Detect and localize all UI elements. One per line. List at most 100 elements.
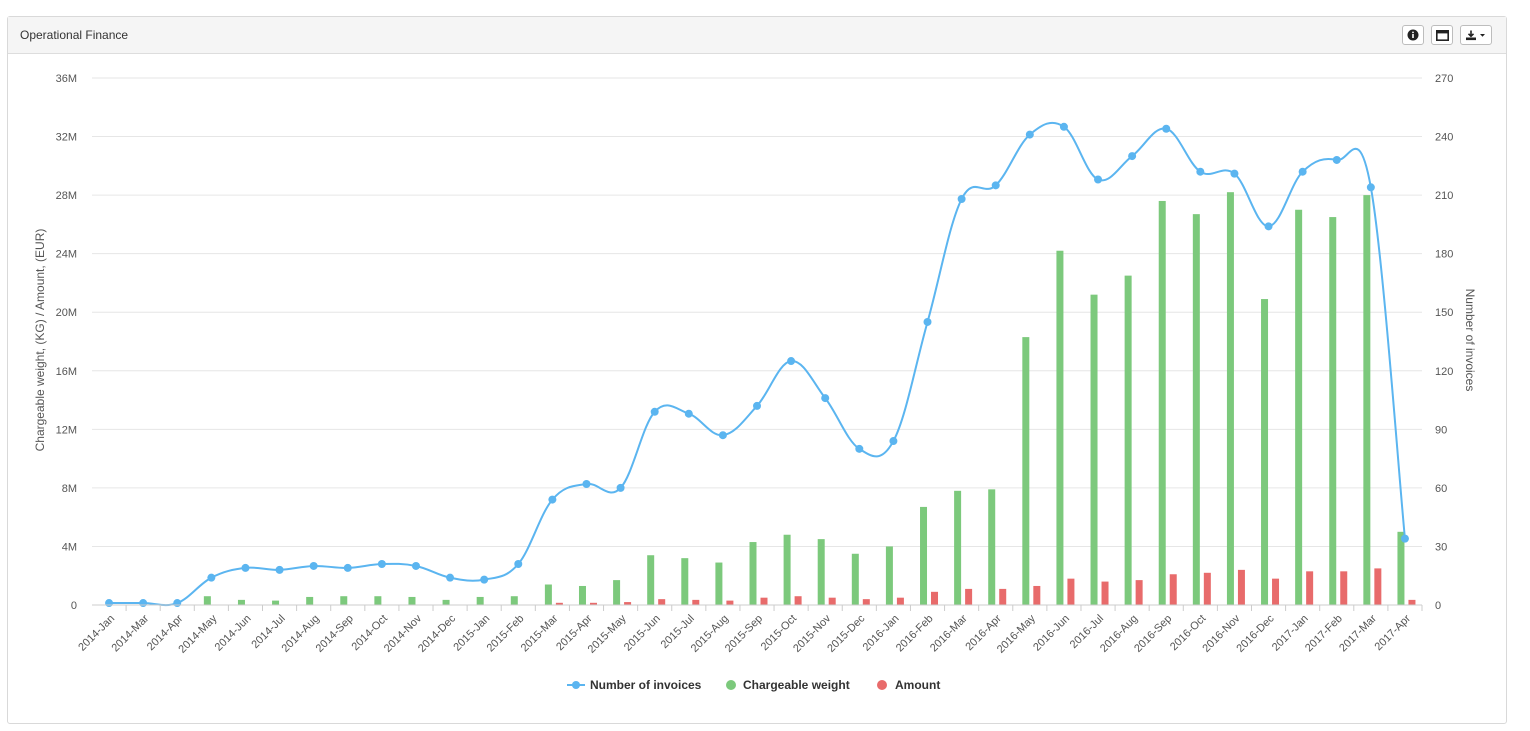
bar-chargeable-weight — [885, 546, 893, 605]
bar-amount — [1203, 572, 1211, 605]
legend: Number of invoices Chargeable weight Amo… — [567, 678, 940, 692]
fullscreen-button[interactable] — [1431, 25, 1453, 45]
legend-marker-invoices — [572, 681, 580, 689]
bar-chargeable-weight — [647, 555, 655, 605]
bar-chargeable-weight — [1261, 299, 1269, 605]
bar-chargeable-weight — [783, 534, 791, 605]
legend-item-invoices[interactable]: Number of invoices — [567, 678, 702, 692]
info-icon — [1407, 29, 1419, 41]
legend-label-invoices: Number of invoices — [590, 678, 702, 692]
legend-item-weight[interactable]: Chargeable weight — [726, 678, 850, 692]
bar-chargeable-weight — [306, 596, 314, 605]
y2-tick-label: 120 — [1435, 366, 1453, 378]
bar-chargeable-weight — [1022, 337, 1030, 605]
bar-chargeable-weight — [749, 542, 757, 605]
bar-chargeable-weight — [1192, 214, 1200, 605]
point-number-of-invoices — [991, 181, 1000, 190]
operational-finance-panel: Operational Finance — [7, 16, 1507, 724]
point-number-of-invoices — [1025, 130, 1034, 139]
point-number-of-invoices — [241, 563, 250, 572]
point-number-of-invoices — [173, 599, 182, 608]
bar-chargeable-weight — [920, 506, 928, 605]
point-number-of-invoices — [821, 394, 830, 403]
bar-chargeable-weight — [1158, 200, 1166, 605]
bar-chargeable-weight — [988, 489, 996, 605]
point-number-of-invoices — [684, 409, 693, 418]
y-axis-title: Chargeable weight, (KG) / Amount, (EUR) — [33, 229, 47, 452]
download-dropdown-button[interactable] — [1460, 25, 1492, 45]
y2-tick-label: 240 — [1435, 132, 1453, 144]
y2-axis-title: Number of invoices — [1463, 289, 1477, 392]
x-tick-label: 2015-Dec — [825, 612, 868, 655]
y-tick-label: 36M — [56, 73, 77, 85]
bar-amount — [1101, 581, 1109, 605]
bar-amount — [658, 599, 666, 605]
point-number-of-invoices — [1230, 169, 1239, 178]
point-number-of-invoices — [309, 561, 318, 570]
caret-down-icon — [1480, 33, 1485, 37]
bar-amount — [828, 597, 836, 605]
point-number-of-invoices — [616, 483, 625, 492]
point-number-of-invoices — [1264, 222, 1273, 231]
x-tick-label: 2015-Jun — [622, 613, 663, 654]
bar-amount — [726, 600, 734, 605]
bar-amount — [896, 597, 904, 605]
right-axis: 0 30 60 90 120 150 180 210 240 270 — [1435, 73, 1453, 612]
legend-label-amount: Amount — [895, 678, 940, 692]
y-tick-label: 16M — [56, 366, 77, 378]
bar-chargeable-weight — [715, 562, 723, 605]
bar-chargeable-weight — [340, 596, 348, 605]
point-number-of-invoices — [275, 565, 284, 574]
point-number-of-invoices — [1162, 124, 1171, 133]
point-number-of-invoices — [1400, 534, 1409, 543]
bar-amount — [794, 596, 802, 605]
y2-tick-label: 60 — [1435, 483, 1447, 495]
bar-amount — [760, 597, 768, 605]
x-axis: 2014-Jan2014-Mar2014-Apr2014-May2014-Jun… — [76, 604, 1423, 656]
point-number-of-invoices — [1094, 175, 1103, 184]
x-tick-label: 2014-Dec — [416, 612, 459, 655]
bar-amount — [1033, 585, 1041, 605]
bars — [203, 192, 1416, 605]
point-number-of-invoices — [1128, 152, 1137, 161]
x-tick-label: 2014-Jun — [213, 613, 254, 654]
bar-chargeable-weight — [578, 585, 586, 605]
y-tick-label: 32M — [56, 132, 77, 144]
bar-chargeable-weight — [954, 490, 962, 605]
bar-amount — [624, 602, 632, 605]
bar-chargeable-weight — [817, 539, 825, 605]
x-tick-label: 2016-Dec — [1234, 612, 1277, 655]
bar-amount — [1408, 599, 1416, 605]
point-number-of-invoices — [923, 317, 932, 326]
y2-tick-label: 0 — [1435, 600, 1441, 612]
bar-amount — [589, 602, 597, 605]
left-axis: 0 4M 8M 12M 16M 20M 24M 28M 32M 36M — [56, 73, 77, 612]
point-number-of-invoices — [446, 573, 455, 582]
point-number-of-invoices — [377, 560, 386, 569]
legend-item-amount[interactable]: Amount — [877, 678, 940, 692]
bar-amount — [1237, 569, 1245, 605]
point-number-of-invoices — [855, 444, 864, 453]
bar-chargeable-weight — [237, 599, 245, 605]
bar-chargeable-weight — [681, 558, 689, 605]
x-tick-label: 2014-Sep — [314, 613, 356, 655]
y-tick-label: 8M — [62, 483, 77, 495]
point-number-of-invoices — [514, 560, 523, 569]
point-number-of-invoices — [753, 401, 761, 410]
info-button[interactable] — [1402, 25, 1424, 45]
download-icon — [1466, 30, 1485, 40]
point-number-of-invoices — [480, 575, 489, 584]
point-number-of-invoices — [787, 357, 796, 366]
bar-chargeable-weight — [476, 596, 484, 605]
bar-chargeable-weight — [1329, 217, 1337, 605]
bar-amount — [999, 588, 1007, 605]
point-number-of-invoices — [411, 561, 420, 570]
point-number-of-invoices — [548, 495, 557, 504]
point-number-of-invoices — [1298, 167, 1307, 176]
bar-chargeable-weight — [203, 596, 211, 605]
x-tick-label: 2015-Mar — [519, 612, 561, 654]
point-number-of-invoices — [889, 437, 898, 446]
legend-label-weight: Chargeable weight — [743, 678, 850, 692]
